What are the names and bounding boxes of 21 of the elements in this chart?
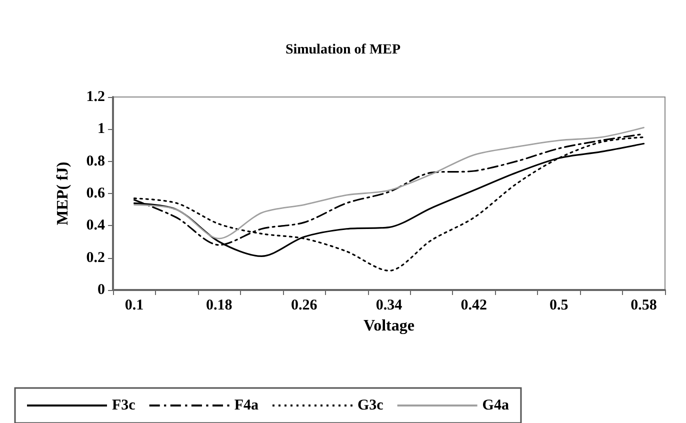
chart-title: Simulation of MEP [285, 42, 402, 58]
y-tick-label: 1.2 [86, 89, 105, 105]
y-tick-label: 0 [98, 282, 105, 298]
x-tick-label: 0.42 [460, 298, 488, 314]
x-tick-label: 0.1 [124, 298, 144, 314]
y-tick-label: 0.2 [86, 250, 105, 266]
y-tick-label: 1 [98, 121, 105, 138]
y-tick-label: 0.6 [86, 186, 106, 202]
x-tick-label: 0.5 [549, 298, 568, 314]
x-tick-label: 0.18 [206, 298, 232, 314]
legend-label: F4a [234, 398, 259, 414]
legend-label: G4a [482, 398, 510, 414]
legend-label: G3c [357, 398, 384, 414]
y-tick-label: 0.8 [86, 153, 105, 170]
y-tick-label: 0.4 [86, 218, 106, 234]
x-tick-label: 0.34 [376, 298, 403, 314]
x-tick-label: 0.26 [290, 298, 318, 314]
x-tick-label: 0.58 [630, 298, 657, 314]
x-axis-title: Voltage [364, 318, 414, 334]
legend-label: F3c [112, 398, 136, 414]
y-axis-title: MEP( fJ) [54, 162, 72, 226]
